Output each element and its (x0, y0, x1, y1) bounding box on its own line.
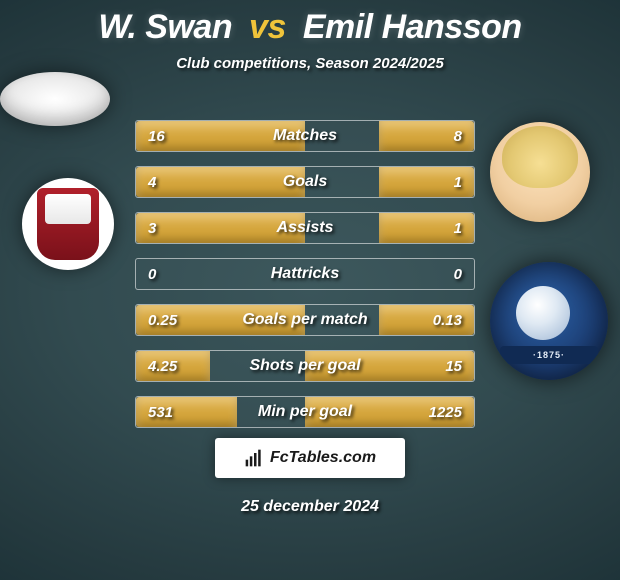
player-left-avatar (0, 72, 110, 126)
stat-row: 3Assists1 (135, 212, 475, 244)
stat-row: 531Min per goal1225 (135, 396, 475, 428)
stats-table: 16Matches8 4Goals1 3Assists1 0Hattricks0 0.2… (135, 120, 475, 428)
club-right-year: ·1875· (500, 346, 598, 364)
club-right-badge: ·1875· (490, 262, 608, 380)
stat-bar-left (136, 167, 305, 197)
stat-bar-left (136, 351, 210, 381)
vs-text: vs (249, 8, 286, 46)
bars-icon (244, 448, 264, 468)
subtitle: Club competitions, Season 2024/2025 (0, 55, 620, 72)
club-left-badge (22, 178, 114, 270)
stat-bar-left (136, 121, 305, 151)
stat-bar-right (305, 351, 474, 381)
stat-row: 16Matches8 (135, 120, 475, 152)
stat-bar-left (136, 213, 305, 243)
date-text: 25 december 2024 (0, 498, 620, 516)
stat-bar-right (305, 397, 474, 427)
stat-row: 4Goals1 (135, 166, 475, 198)
comparison-title: W. Swan vs Emil Hansson (0, 0, 620, 47)
stat-value-left: 0 (148, 259, 156, 289)
stat-bar-right (379, 121, 474, 151)
stat-bar-left (136, 397, 237, 427)
stat-bar-right (379, 305, 474, 335)
stat-row: 0.25Goals per match0.13 (135, 304, 475, 336)
brand-text: FcTables.com (270, 449, 376, 467)
player-right-name: Emil Hansson (303, 8, 522, 46)
stat-bar-right (379, 167, 474, 197)
stat-row: 0Hattricks0 (135, 258, 475, 290)
stat-bar-right (379, 213, 474, 243)
brand-badge[interactable]: FcTables.com (215, 438, 405, 478)
player-left-name: W. Swan (98, 8, 232, 46)
stat-value-right: 0 (454, 259, 462, 289)
stat-row: 4.25Shots per goal15 (135, 350, 475, 382)
stat-label: Hattricks (136, 259, 474, 289)
player-right-avatar (490, 122, 590, 222)
stat-bar-left (136, 305, 305, 335)
